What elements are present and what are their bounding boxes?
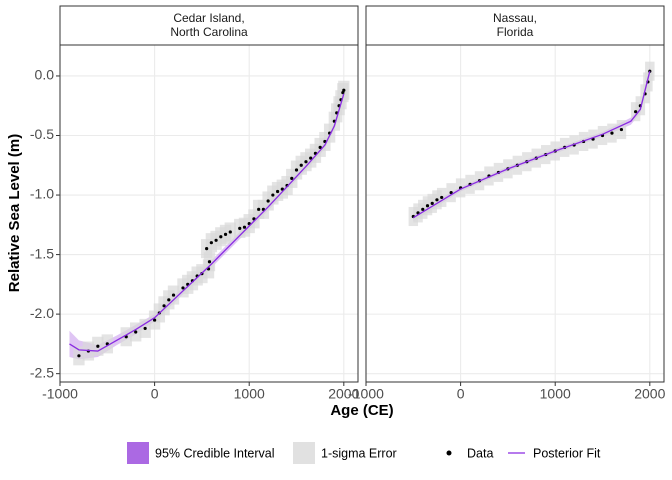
data-point <box>219 235 223 239</box>
data-point <box>304 160 308 164</box>
y-tick-label: -0.5 <box>30 126 54 142</box>
y-tick-label: 0.0 <box>35 67 55 83</box>
data-point <box>435 198 439 202</box>
data-point <box>207 260 212 264</box>
data-point <box>205 247 209 251</box>
data-point <box>271 193 275 197</box>
data-point <box>162 304 166 308</box>
x-tick-label: 0 <box>151 386 159 402</box>
data-point <box>181 286 185 290</box>
data-point <box>430 201 434 205</box>
legend-label: 95% Credible Interval <box>155 446 275 460</box>
facet-strip <box>365 5 665 46</box>
data-point <box>634 110 638 114</box>
data-point <box>421 207 425 211</box>
data-point <box>167 298 171 302</box>
data-point <box>223 232 228 236</box>
data-point <box>77 354 81 358</box>
data-point <box>134 330 138 334</box>
data-point <box>266 199 270 203</box>
legend-label: Data <box>467 446 493 460</box>
data-point <box>449 191 453 195</box>
panel-background <box>60 45 358 382</box>
plot-area <box>408 61 655 227</box>
legend-label: 1-sigma Error <box>321 446 397 460</box>
data-point <box>318 145 322 150</box>
data-point <box>171 293 176 297</box>
posterior-fit <box>412 71 651 219</box>
data-point <box>342 88 346 92</box>
y-axis-title: Relative Sea Level (m) <box>6 134 23 292</box>
data-point <box>294 168 299 172</box>
x-tick-label: 2000 <box>328 386 359 402</box>
y-tick-label: -1.0 <box>30 186 54 202</box>
facet-label: North Carolina <box>170 25 248 39</box>
facet-label: Florida <box>497 25 534 39</box>
data-point <box>309 156 313 160</box>
data-point <box>290 176 294 180</box>
data-point <box>425 204 430 208</box>
legend-key <box>127 442 149 464</box>
facet-label: Nassau, <box>493 11 537 25</box>
data-point <box>143 326 147 331</box>
data-point <box>209 241 213 245</box>
x-tick-label: 1000 <box>540 386 571 402</box>
posterior-fit <box>69 93 345 352</box>
data-point <box>440 195 444 200</box>
x-axis-title: Age (CE) <box>330 402 393 419</box>
panel-border <box>59 44 359 383</box>
plot-area <box>69 80 350 366</box>
x-tick-label: -1000 <box>348 386 384 402</box>
x-tick-label: 1000 <box>234 386 265 402</box>
data-point <box>257 207 261 211</box>
legend-key <box>293 442 315 464</box>
data-point <box>153 318 157 322</box>
facet-label: Cedar Island, <box>173 11 244 25</box>
data-point <box>242 225 247 229</box>
data-point <box>619 127 624 132</box>
data-point <box>228 230 232 234</box>
y-tick-label: -1.5 <box>30 245 54 261</box>
data-point <box>214 238 218 242</box>
data-point <box>280 187 284 191</box>
panel-border <box>365 44 665 383</box>
data-point <box>610 131 614 135</box>
data-point <box>238 226 242 230</box>
data-point <box>275 189 280 194</box>
legend-key <box>446 450 452 456</box>
data-point <box>299 163 303 167</box>
y-tick-label: -2.0 <box>30 305 54 321</box>
y-tick-label: -2.5 <box>30 364 54 380</box>
x-tick-label: 2000 <box>634 386 665 402</box>
data-point <box>96 344 100 348</box>
facet-strip <box>59 5 359 46</box>
x-tick-label: 0 <box>457 386 465 402</box>
x-tick-label: -1000 <box>42 386 78 402</box>
legend-label: Posterior Fit <box>533 446 601 460</box>
